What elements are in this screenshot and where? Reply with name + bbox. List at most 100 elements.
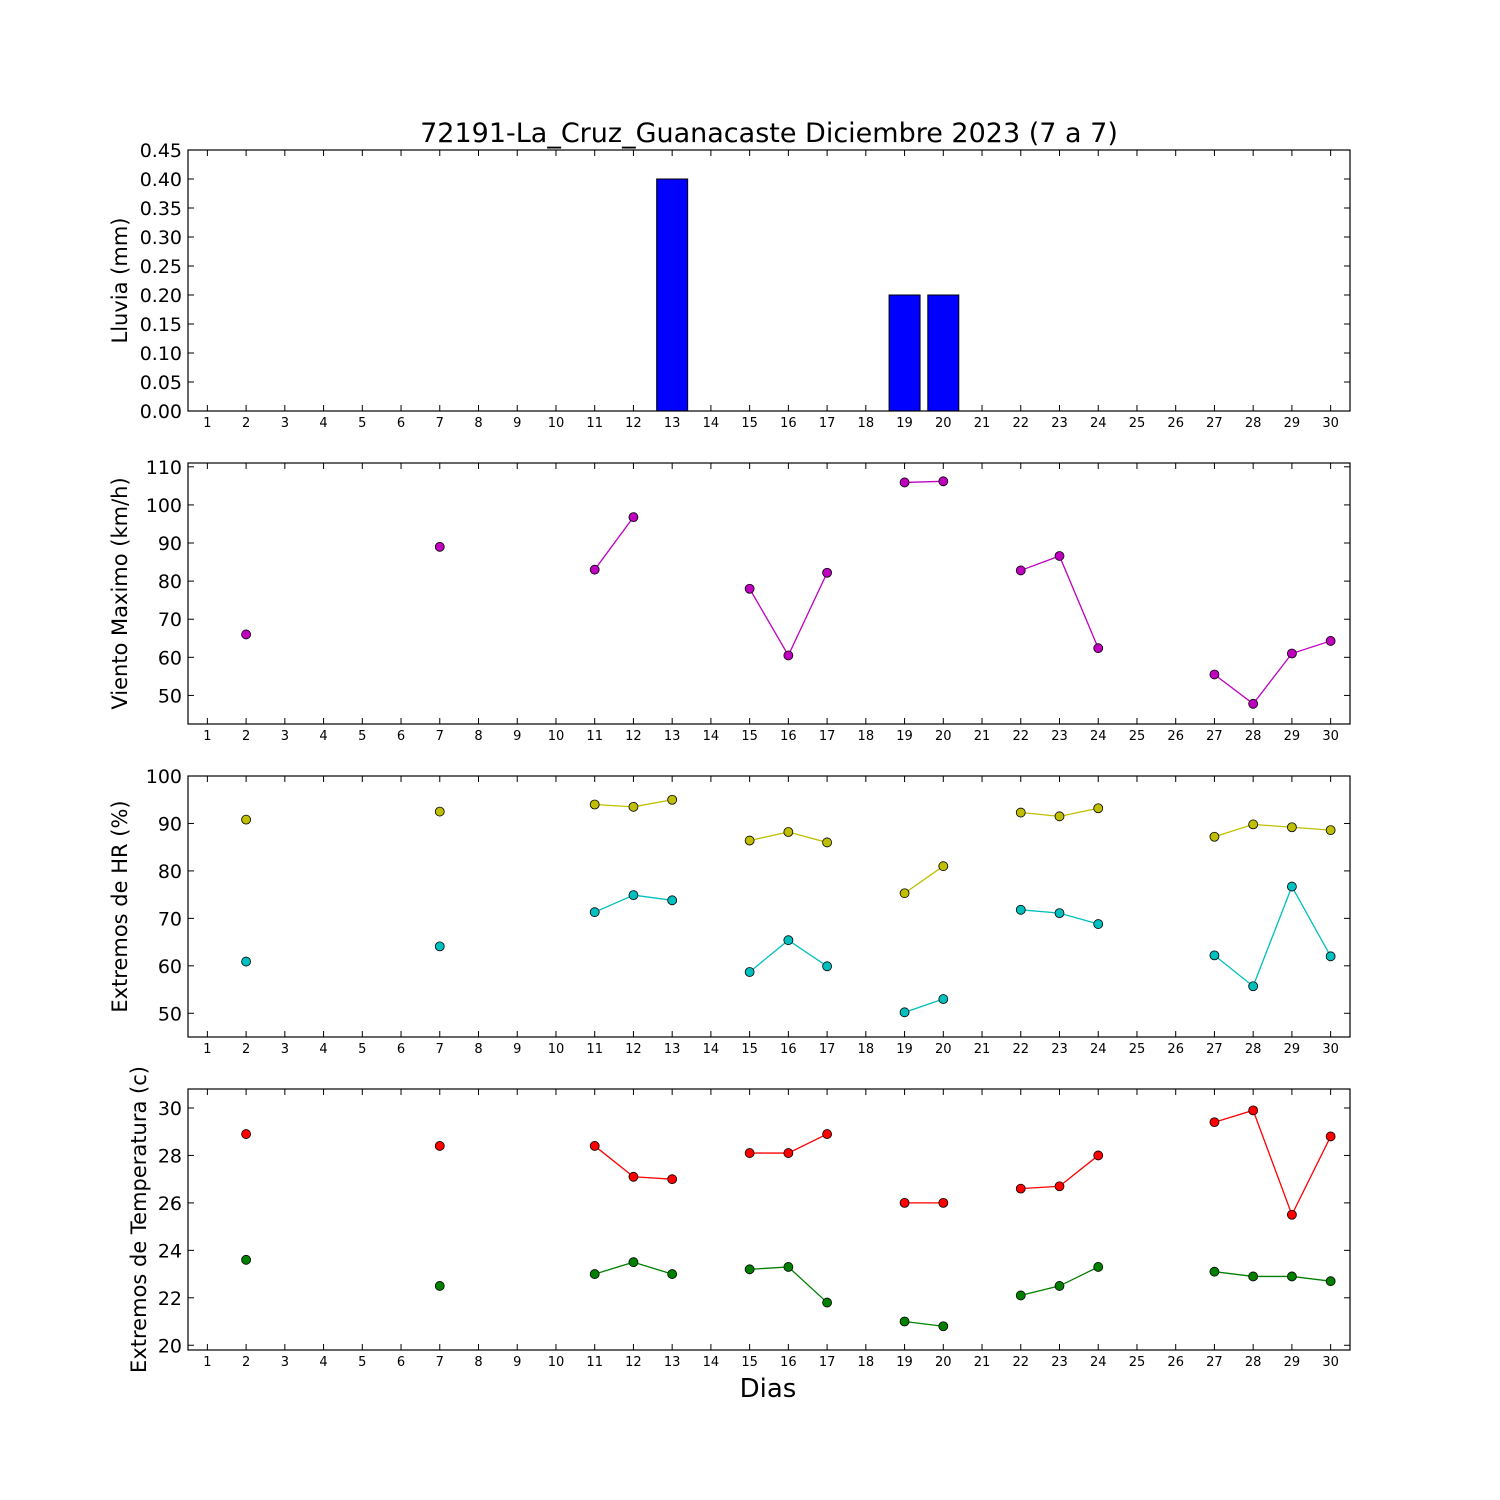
humidity-x-tick-label: 4 <box>319 1042 327 1057</box>
wind-series-0-point <box>589 564 600 575</box>
rain-x-tick-label: 9 <box>513 416 521 431</box>
wind-x-tick-label: 22 <box>1012 729 1029 744</box>
humidity-x-tick-label: 5 <box>358 1042 366 1057</box>
humidity-series-0-point <box>1054 811 1065 822</box>
temperature-x-tick-label: 21 <box>974 1355 991 1370</box>
temperature-series-0-point <box>434 1141 445 1151</box>
wind-x-tick-label: 10 <box>548 729 565 744</box>
rain-x-tick-label: 19 <box>896 416 913 431</box>
rain-x-tick-label: 23 <box>1051 416 1068 431</box>
temperature-series-1-point <box>899 1316 910 1327</box>
temperature-axes-frame <box>187 1088 1351 1351</box>
temperature-x-tick-label: 2 <box>242 1355 250 1370</box>
temperature-series-1-point <box>822 1297 832 1308</box>
humidity-series-0-point <box>899 888 910 899</box>
humidity-series-0-point <box>241 814 252 825</box>
humidity-x-tick-label: 28 <box>1245 1042 1262 1057</box>
rain-bar <box>656 178 689 412</box>
temperature-x-tick-label: 24 <box>1090 1355 1107 1370</box>
rain-y-tick-label: 0.10 <box>140 343 182 365</box>
humidity-axes-frame <box>187 775 1351 1038</box>
temperature-y-axis-label: Extremos de Temperatura (c) <box>127 1066 151 1373</box>
wind-x-tick-label: 11 <box>586 729 603 744</box>
temperature-x-tick-label: 12 <box>625 1355 642 1370</box>
temperature-series-0-point <box>783 1148 794 1158</box>
rain-y-axis-label: Lluvia (mm) <box>108 218 132 344</box>
rain-x-tick-label: 20 <box>935 416 952 431</box>
humidity-series-1-point <box>241 956 252 967</box>
wind-x-tick-label: 20 <box>935 729 952 744</box>
rain-axes-frame <box>187 149 1351 412</box>
rain-x-tick-label: 22 <box>1012 416 1029 431</box>
rain-x-tick-label: 27 <box>1206 416 1223 431</box>
wind-x-tick-label: 25 <box>1129 729 1146 744</box>
rain-y-tick-label: 0.15 <box>140 314 182 336</box>
wind-series-0-point <box>1248 698 1259 709</box>
humidity-y-tick-label: 50 <box>158 1003 182 1025</box>
temperature-x-tick-label: 26 <box>1167 1355 1184 1370</box>
temperature-series-0-point <box>628 1171 639 1182</box>
humidity-series-1-point <box>589 907 600 918</box>
humidity-y-axis-label: Extremos de HR (%) <box>108 800 132 1012</box>
humidity-series-0-point <box>628 801 639 812</box>
rain-x-tick-label: 1 <box>203 416 211 431</box>
humidity-x-tick-label: 7 <box>436 1042 444 1057</box>
wind-x-tick-label: 29 <box>1284 729 1301 744</box>
wind-x-tick-label: 17 <box>819 729 836 744</box>
temperature-x-tick-label: 18 <box>858 1355 875 1370</box>
humidity-x-tick-label: 27 <box>1206 1042 1223 1057</box>
wind-x-tick-label: 26 <box>1167 729 1184 744</box>
humidity-series-1-point <box>628 890 639 901</box>
wind-series-0-point <box>434 541 445 552</box>
wind-x-tick-label: 12 <box>625 729 642 744</box>
humidity-series-0-line <box>904 865 944 894</box>
rain-x-tick-label: 13 <box>664 416 681 431</box>
temperature-x-tick-label: 1 <box>203 1355 211 1370</box>
temperature-series-0-point <box>744 1148 755 1158</box>
temperature-series-0-point <box>822 1129 832 1139</box>
temperature-y-tick-label: 20 <box>158 1335 182 1357</box>
rain-y-tick-label: 0.30 <box>140 227 182 249</box>
humidity-series-1-line <box>1214 885 1332 988</box>
humidity-series-0-point <box>667 794 678 805</box>
temperature-x-tick-label: 30 <box>1322 1355 1339 1370</box>
rain-x-tick-label: 6 <box>397 416 405 431</box>
humidity-series-1-point <box>1015 904 1026 915</box>
humidity-series-1-point <box>783 935 794 946</box>
rain-x-tick-label: 15 <box>741 416 758 431</box>
temperature-x-tick-label: 15 <box>741 1355 758 1370</box>
humidity-x-tick-label: 19 <box>896 1042 913 1057</box>
temperature-series-1-point <box>1093 1262 1104 1272</box>
rain-y-tick-label: 0.45 <box>140 140 182 162</box>
humidity-series-1-point <box>1287 881 1297 892</box>
humidity-x-tick-label: 15 <box>741 1042 758 1057</box>
temperature-series-1-point <box>744 1264 755 1275</box>
humidity-x-tick-label: 10 <box>548 1042 565 1057</box>
wind-x-tick-label: 27 <box>1206 729 1223 744</box>
temperature-series-1-point <box>938 1321 949 1332</box>
humidity-series-1-point <box>822 961 832 972</box>
wind-series-0-line <box>1214 640 1331 705</box>
temperature-series-0-point <box>241 1129 252 1139</box>
humidity-series-0-point <box>1287 822 1297 833</box>
rain-panel: 0.00 0.05 0.10 0.15 0.20 0.25 0.30 0.35 0.40 0.45… <box>108 140 1351 431</box>
humidity-x-tick-label: 17 <box>819 1042 836 1057</box>
rain-x-tick-label: 7 <box>436 416 444 431</box>
humidity-x-tick-label: 13 <box>664 1042 681 1057</box>
rain-y-tick-label: 0.05 <box>140 372 182 394</box>
humidity-series-0-point <box>938 861 949 872</box>
temperature-series-0-point <box>1209 1117 1220 1128</box>
humidity-series-1-point <box>1054 908 1065 919</box>
wind-x-tick-label: 9 <box>513 729 521 744</box>
temperature-series-1-line <box>904 1320 944 1327</box>
wind-x-tick-label: 14 <box>703 729 720 744</box>
temperature-x-tick-label: 11 <box>586 1355 603 1370</box>
wind-x-tick-label: 15 <box>741 729 758 744</box>
humidity-series-1-line <box>904 998 944 1013</box>
rain-x-tick-label: 26 <box>1167 416 1184 431</box>
